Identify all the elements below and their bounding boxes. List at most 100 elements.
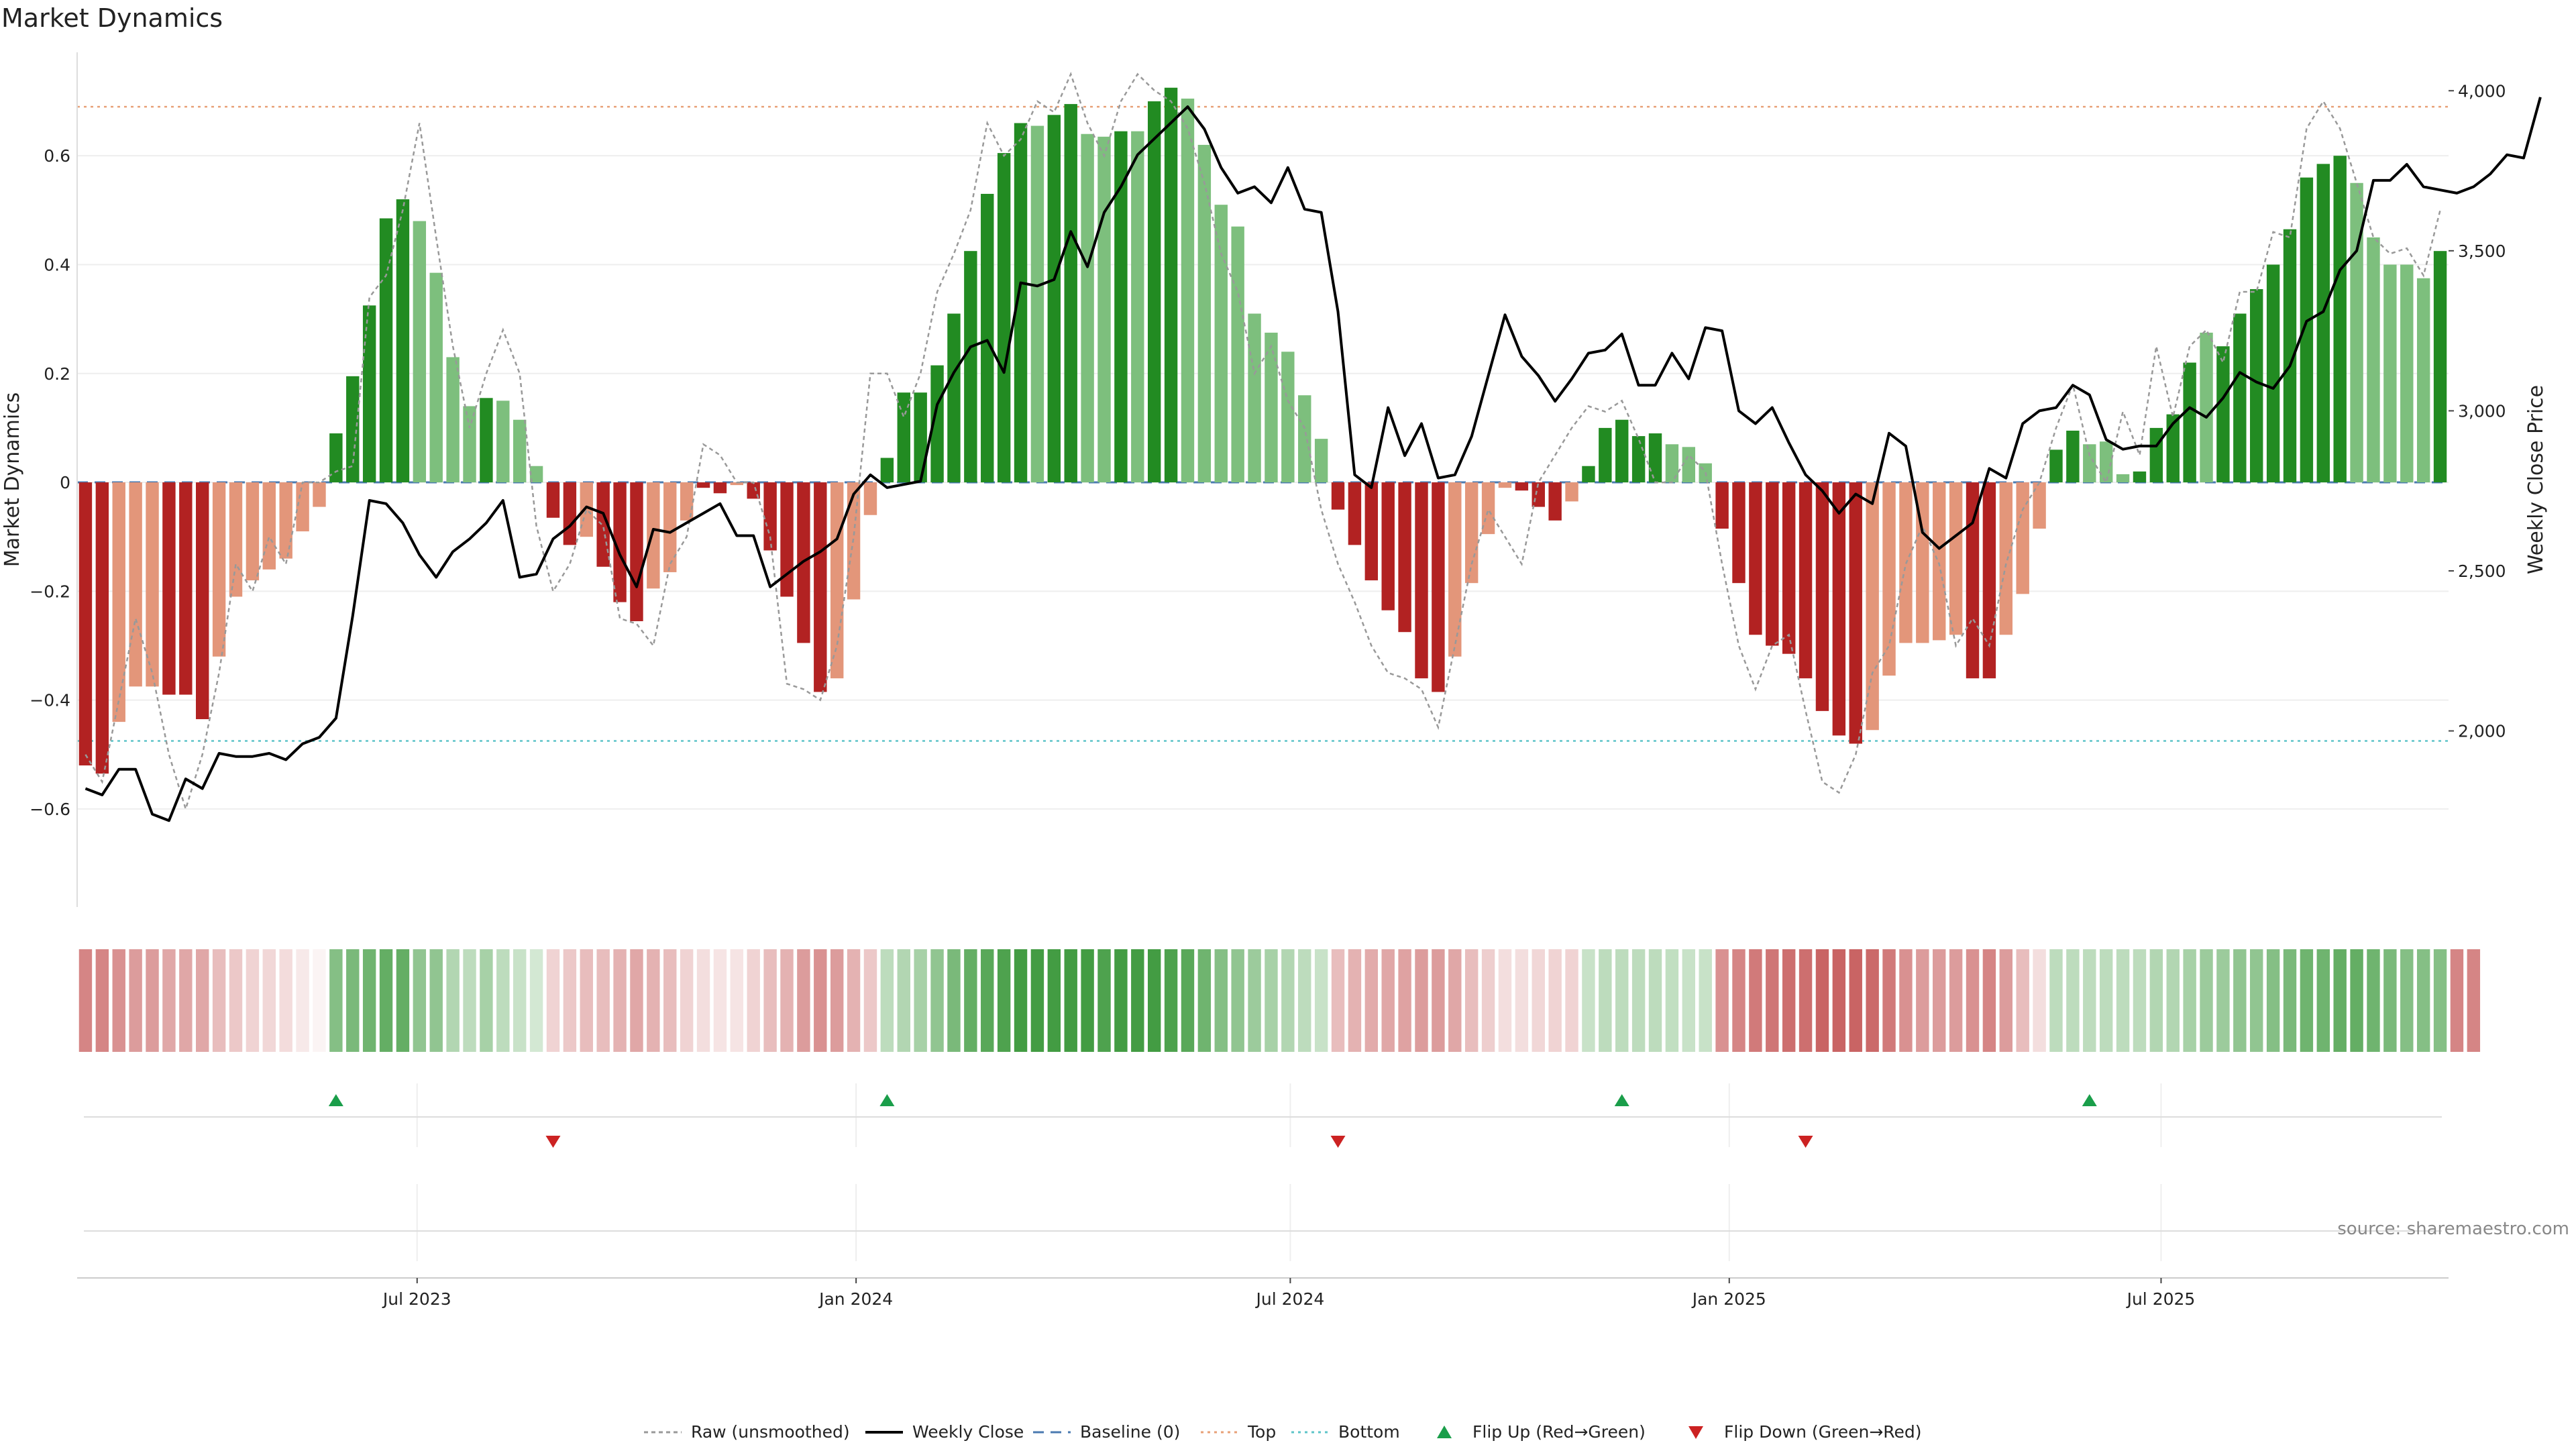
dynamics-bar [580,482,593,537]
strip-cell [647,949,660,1052]
strip-cell [2250,949,2263,1052]
dynamics-bar [1214,205,1228,483]
dynamics-bar [997,153,1011,483]
strip-cell [1398,949,1411,1052]
dynamics-bar [313,482,326,507]
strip-cell [981,949,994,1052]
legend-label: Top [1247,1422,1276,1442]
strip-cell [580,949,593,1052]
dynamics-bar [2416,278,2430,483]
dynamics-bar [1298,395,1311,483]
strip-cell [413,949,427,1052]
dynamics-bar [930,365,944,483]
dynamics-bar [296,482,309,532]
strip-cell [563,949,577,1052]
dynamics-bar [2383,264,2397,483]
strip-cell [1214,949,1228,1052]
strip-cell [2066,949,2080,1052]
strip-cell [1532,949,1545,1052]
dynamics-bar [1966,482,1980,679]
strip-cell [379,949,393,1052]
strip-cell [1131,949,1144,1052]
dynamics-bar [1999,482,2013,635]
y2-tick-label: 3,000 [2458,401,2506,421]
strip-cell [730,949,744,1052]
strip-cell [880,949,894,1052]
dynamics-bar [1749,482,1762,635]
dynamics-bar [613,482,627,602]
y-tick-label: 0.2 [44,364,70,384]
dynamics-bar [696,482,710,488]
strip-cell [1448,949,1462,1052]
strip-cell [1265,949,1278,1052]
dynamics-bar [897,392,910,483]
dynamics-bar [2266,264,2280,483]
y-tick-label: 0 [60,473,70,492]
axes-layer: −0.6 −0.4 −0.2 0 0.2 0.4 0.6 2,000 2,500 3,000 3,5… [30,52,2506,907]
strip-cell [630,949,643,1052]
strip-cell [2383,949,2397,1052]
strip-cell [1181,949,1195,1052]
strip-cell [162,949,176,1052]
y-axis-label: Market Dynamics [1,392,24,568]
legend-item-flip-down: Flip Down (Green→Red) [1688,1422,1922,1442]
dynamics-bar [964,251,977,483]
dynamics-bar [2216,346,2230,483]
strip-cell [1415,949,1428,1052]
strip-cell [513,949,527,1052]
dynamics-bar [2350,182,2363,483]
dynamics-bar [2183,362,2196,483]
dynamics-bar [480,398,493,483]
strip-cell [2400,949,2414,1052]
dynamics-bar [830,482,844,679]
strip-cell [1799,949,1813,1052]
dynamics-bar [2400,264,2414,483]
strip-cell [2333,949,2347,1052]
strip-cell [1197,949,1212,1052]
strip-cell [2300,949,2314,1052]
dynamics-bar [1181,98,1195,483]
strip-cell [179,949,193,1052]
bars-layer [78,87,2447,774]
dynamics-bar [513,419,527,483]
x-tick-label: Jul 2024 [1255,1289,1325,1309]
dynamics-bar [2433,251,2447,483]
strip-cell [112,949,125,1052]
strip-cell [1615,949,1629,1052]
dynamics-bar [1265,332,1278,483]
strip-cell [1866,949,1879,1052]
strip-cell [1565,949,1578,1052]
strip-cell [2467,949,2481,1052]
dynamics-bar [1631,436,1646,483]
strip-cell [2099,949,2113,1052]
dynamics-bar [730,482,744,486]
dynamics-bar [1832,482,1846,736]
dynamics-bar [229,482,243,597]
strip-cell [696,949,710,1052]
strip-cell [2367,949,2380,1052]
x-tick-label: Jan 2024 [818,1289,893,1309]
strip-cell [680,949,694,1052]
strip-cell [2216,949,2230,1052]
strip-cell [1381,949,1395,1052]
strip-cell [847,949,861,1052]
dynamics-bar [1949,482,1963,635]
strip-cell [1014,949,1028,1052]
strip-cell [313,949,326,1052]
strip-cell [262,949,276,1052]
dynamics-bar [2099,441,2113,483]
dynamics-bar [647,482,660,589]
flip-down-marker [545,1136,561,1148]
y-tick-label: −0.4 [30,691,70,710]
flip-down-marker [1798,1136,1813,1148]
strip-cell [246,949,260,1052]
dynamics-bar [279,482,292,559]
y-tick-label: −0.6 [30,800,70,819]
strip-cell [596,949,610,1052]
dynamics-bar [1081,133,1094,483]
intensity-strip [78,949,2481,1052]
strip-cell [2283,949,2297,1052]
strip-cell [1164,949,1178,1052]
dynamics-bar [1047,115,1061,483]
